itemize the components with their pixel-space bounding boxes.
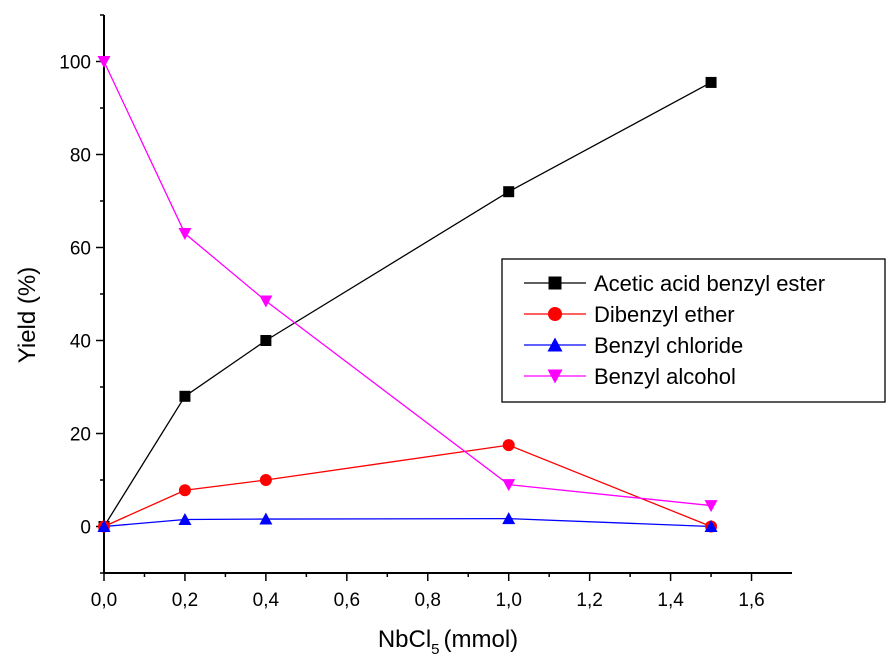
data-point [503,439,515,451]
y-axis-title: Yield (%) [14,267,41,363]
data-point [705,500,718,512]
data-point [259,295,272,307]
legend-label: Benzyl chloride [594,333,743,358]
x-tick-label: 0,2 [172,590,198,611]
x-tick-label: 1,0 [495,590,521,611]
data-point [260,335,271,346]
x-tick-label: 1,6 [738,590,764,611]
data-point [503,186,514,197]
y-tick-label: 80 [70,146,91,167]
data-point [179,484,191,496]
y-tick-label: 100 [59,53,91,74]
x-tick-label: 1,4 [657,590,684,611]
legend-label: Acetic acid benzyl ester [594,271,825,296]
data-point [179,391,190,402]
x-axis-title: NbCl5 (mmol) [378,626,518,658]
y-tick-label: 0 [80,518,91,539]
data-point [706,77,717,88]
x-axis-title-subscript: 5 [431,641,439,658]
data-point [260,474,272,486]
series-line [104,519,711,527]
data-point [178,228,191,240]
y-tick-label: 40 [70,332,91,353]
x-axis-title-main: NbCl [378,626,431,653]
x-tick-label: 0,0 [91,590,117,611]
y-tick-label: 20 [70,425,91,446]
x-tick-label: 0,4 [253,590,280,611]
y-tick-label: 60 [70,239,91,260]
series-line [104,445,711,526]
legend-label: Benzyl alcohol [594,364,736,389]
legend: Acetic acid benzyl ester Dibenzyl ether Be… [502,259,885,402]
x-tick-label: 1,2 [576,590,602,611]
legend-marker [549,277,562,290]
legend-label: Dibenzyl ether [594,302,735,327]
x-axis-title-unit: (mmol) [444,626,519,653]
x-tick-label: 0,6 [334,590,360,611]
x-tick-label: 0,8 [415,590,441,611]
legend-marker [548,307,562,321]
